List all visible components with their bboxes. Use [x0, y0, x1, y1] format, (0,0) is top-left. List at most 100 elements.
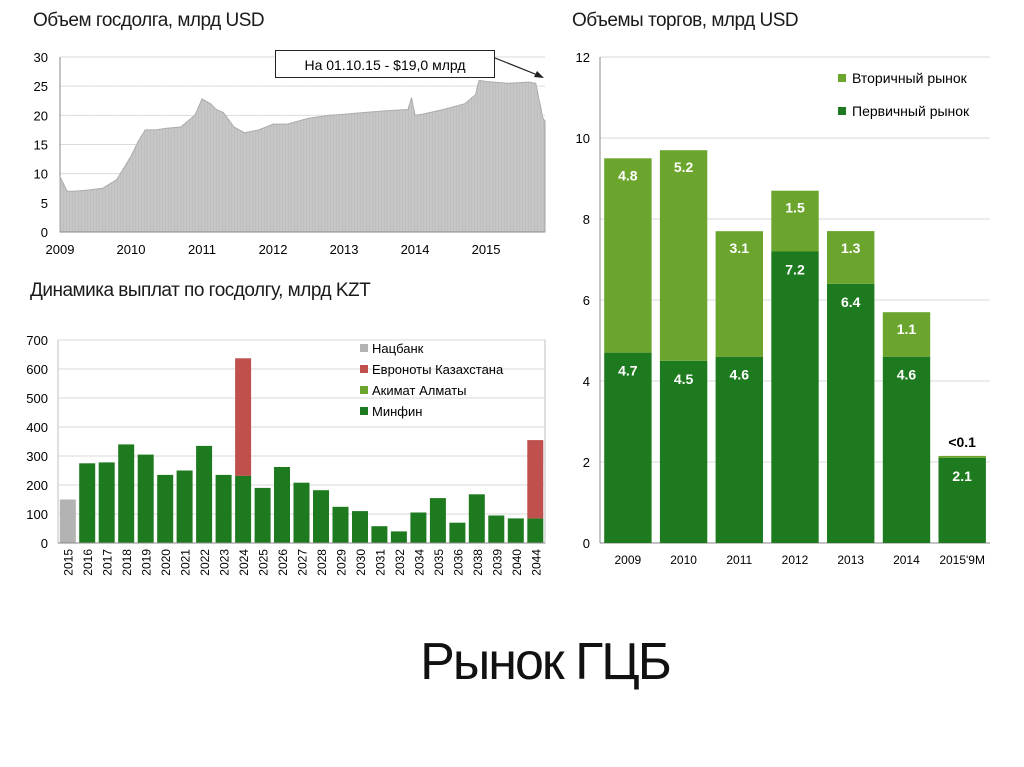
bar-3-2016 — [79, 463, 96, 544]
bar-3-2020 — [157, 474, 174, 543]
bar-3-2038 — [468, 494, 485, 543]
y-tick-label: 20 — [34, 108, 48, 123]
bar-3-2035 — [429, 498, 446, 543]
x-tick-label: 2039 — [490, 549, 504, 576]
x-tick-label: 2026 — [276, 549, 290, 576]
bar-primary-2011 — [715, 356, 763, 543]
y-tick-label: 0 — [41, 225, 48, 240]
bar-3-2026 — [274, 467, 290, 543]
bar-0-2015 — [59, 499, 76, 543]
x-tick-label: 2015'9M — [939, 553, 985, 567]
legend-label-0: Нацбанк — [372, 341, 424, 356]
bar-secondary-2009 — [604, 158, 652, 353]
bar-primary-2009 — [604, 352, 652, 543]
callout-arrow — [494, 57, 541, 77]
legend-label-3: Минфин — [372, 404, 422, 419]
bar-secondary-2012 — [771, 190, 819, 252]
y-tick-label: 6 — [583, 293, 590, 308]
y-tick-label: 4 — [583, 374, 590, 389]
y-tick-label: 8 — [583, 212, 590, 227]
x-tick-label: 2044 — [529, 549, 543, 576]
x-tick-label: 2013 — [837, 553, 864, 567]
legend-swatch-1 — [360, 365, 368, 373]
data-label-primary: 2.1 — [952, 468, 972, 484]
data-label-primary: 4.7 — [618, 363, 638, 379]
x-tick-label: 2032 — [393, 549, 407, 576]
bar-secondary-2014 — [882, 312, 931, 357]
y-tick-label: 30 — [34, 50, 48, 65]
y-tick-label: 0 — [583, 536, 590, 551]
bar-3-2021 — [176, 470, 193, 543]
x-tick-label: 2029 — [334, 549, 348, 576]
legend-swatch-3 — [360, 407, 368, 415]
x-tick-label: 2028 — [315, 549, 329, 576]
x-tick-label: 2015 — [472, 242, 501, 257]
y-tick-label: 15 — [34, 138, 48, 153]
bar-primary-2013 — [827, 283, 875, 543]
bar-3-2032 — [390, 531, 407, 543]
x-tick-label: 2014 — [893, 553, 920, 567]
data-label-primary: 7.2 — [785, 261, 805, 277]
annotation-callout: На 01.10.15 - $19,0 млрд — [275, 50, 495, 78]
y-tick-label: 0 — [41, 536, 48, 551]
legend-swatch-0 — [360, 344, 368, 352]
x-tick-label: 2024 — [237, 549, 251, 576]
x-tick-label: 2009 — [46, 242, 75, 257]
bar-3-2044 — [527, 518, 544, 543]
data-label-secondary: 4.8 — [618, 167, 638, 183]
bar-3-2034 — [410, 512, 427, 543]
data-label-secondary: 1.3 — [841, 240, 861, 256]
data-label-secondary: 1.1 — [897, 321, 917, 337]
x-tick-label: 2036 — [451, 549, 465, 576]
x-tick-label: 2023 — [218, 549, 232, 576]
debt-area — [59, 79, 546, 233]
bar-3-2036 — [449, 522, 466, 543]
bar-3-2025 — [254, 487, 271, 543]
data-label-secondary: 5.2 — [674, 159, 694, 175]
bar-3-2017 — [98, 462, 115, 543]
y-tick-label: 300 — [26, 449, 48, 464]
x-tick-label: 2020 — [159, 549, 173, 576]
bar-secondary-2013 — [827, 231, 875, 284]
data-label-primary: 4.6 — [897, 367, 917, 383]
y-tick-label: 100 — [26, 507, 48, 522]
x-tick-label: 2040 — [510, 549, 524, 576]
chart1-title: Объем госдолга, млрд USD — [33, 10, 265, 31]
legend-label-0: Первичный рынок — [852, 103, 970, 119]
legend-label-1: Евроноты Казахстана — [372, 362, 504, 377]
legend-swatch-1 — [838, 74, 846, 82]
x-tick-label: 2012 — [259, 242, 288, 257]
y-tick-label: 200 — [26, 478, 48, 493]
x-tick-label: 2038 — [471, 549, 485, 576]
chart3-title: Объемы торгов, млрд USD — [572, 10, 799, 31]
y-tick-label: 600 — [26, 362, 48, 377]
bar-secondary-2010 — [659, 150, 708, 361]
x-tick-label: 2035 — [432, 549, 446, 576]
bar-primary-2012 — [771, 251, 819, 543]
data-label-secondary: 3.1 — [730, 240, 750, 256]
x-tick-label: 2021 — [179, 549, 193, 576]
callout-arrowhead — [534, 71, 544, 78]
y-tick-label: 10 — [34, 167, 48, 182]
x-tick-label: 2022 — [198, 549, 212, 576]
bar-secondary-2011 — [715, 231, 763, 357]
legend-label-2: Акимат Алматы — [372, 383, 467, 398]
y-tick-label: 25 — [34, 79, 48, 94]
y-tick-label: 2 — [583, 455, 590, 470]
x-tick-label: 2014 — [401, 242, 430, 257]
bar-3-2028 — [313, 490, 329, 543]
x-tick-label: 2010 — [670, 553, 697, 567]
x-tick-label: 2012 — [782, 553, 809, 567]
x-tick-label: 2018 — [120, 549, 134, 576]
x-tick-label: 2009 — [615, 553, 642, 567]
legend-swatch-2 — [360, 386, 368, 394]
x-tick-label: 2025 — [257, 549, 271, 576]
x-tick-label: 2013 — [330, 242, 359, 257]
data-label-primary: 6.4 — [841, 294, 861, 310]
x-tick-label: 2015 — [62, 549, 76, 576]
bar-3-2027 — [293, 482, 310, 543]
x-tick-label: 2010 — [117, 242, 146, 257]
y-tick-label: 400 — [26, 420, 48, 435]
data-label-primary: 4.5 — [674, 371, 694, 387]
